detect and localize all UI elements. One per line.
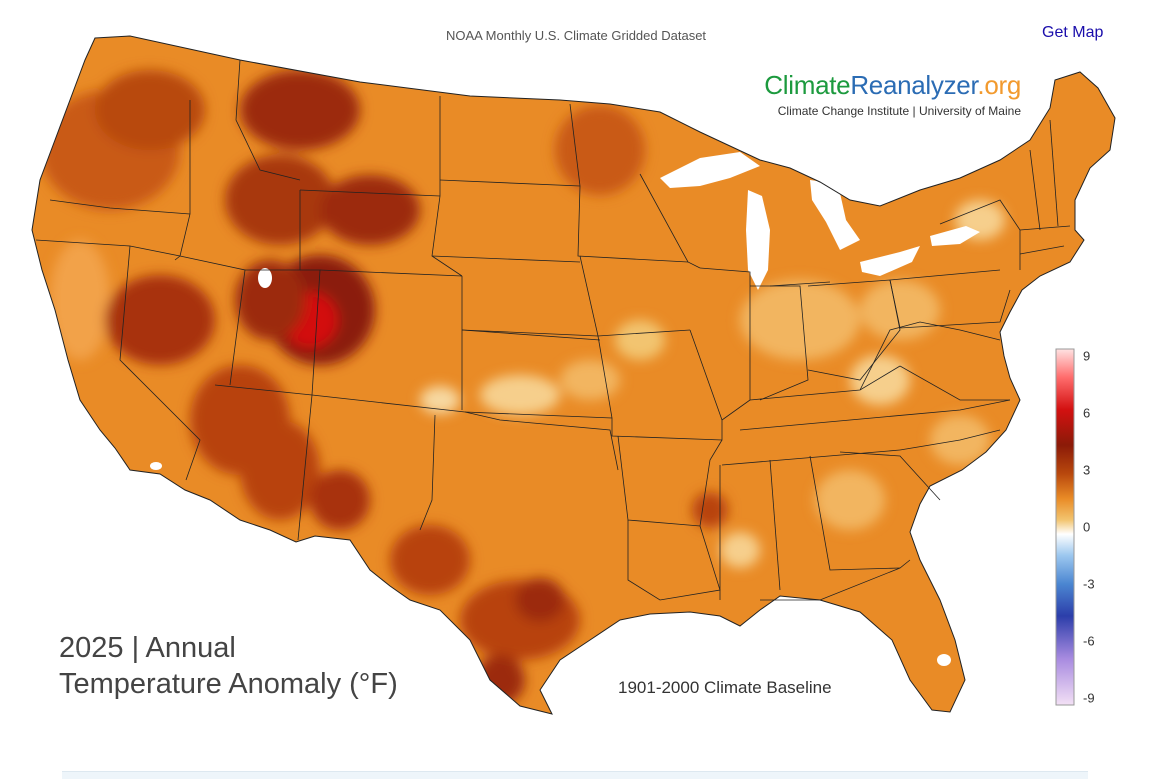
climatereanalyzer-logo: ClimateReanalyzer.org	[764, 70, 1021, 100]
get-map-link[interactable]: Get Map	[1042, 24, 1104, 41]
legend-tick: -9	[1083, 690, 1095, 706]
dataset-title: NOAA Monthly U.S. Climate Gridded Datase…	[445, 28, 707, 43]
legend-tick: 9	[1083, 348, 1091, 364]
brand-subtitle: Climate Change Institute | University of…	[777, 104, 1021, 118]
legend-color-bar	[1055, 348, 1075, 706]
great-lakes	[660, 152, 980, 290]
baseline-label: 1901-2000 Climate Baseline	[618, 678, 832, 697]
legend-tick: -3	[1083, 576, 1095, 592]
bottom-panel	[62, 771, 1088, 779]
map-title: 2025 | Annual Temperature Anomaly (°F)	[59, 630, 398, 702]
state-borders	[31, 35, 1116, 715]
legend-tick: 6	[1083, 405, 1091, 421]
legend-tick: 0	[1083, 519, 1091, 535]
map-title-line2: Temperature Anomaly (°F)	[59, 668, 398, 700]
map-title-line1: 2025 | Annual	[59, 632, 236, 664]
brand-block: ClimateReanalyzer.org Climate Change Ins…	[764, 70, 1021, 118]
anomaly-field	[40, 70, 1005, 705]
legend-tick: 3	[1083, 462, 1091, 478]
legend-tick: -6	[1083, 633, 1095, 649]
